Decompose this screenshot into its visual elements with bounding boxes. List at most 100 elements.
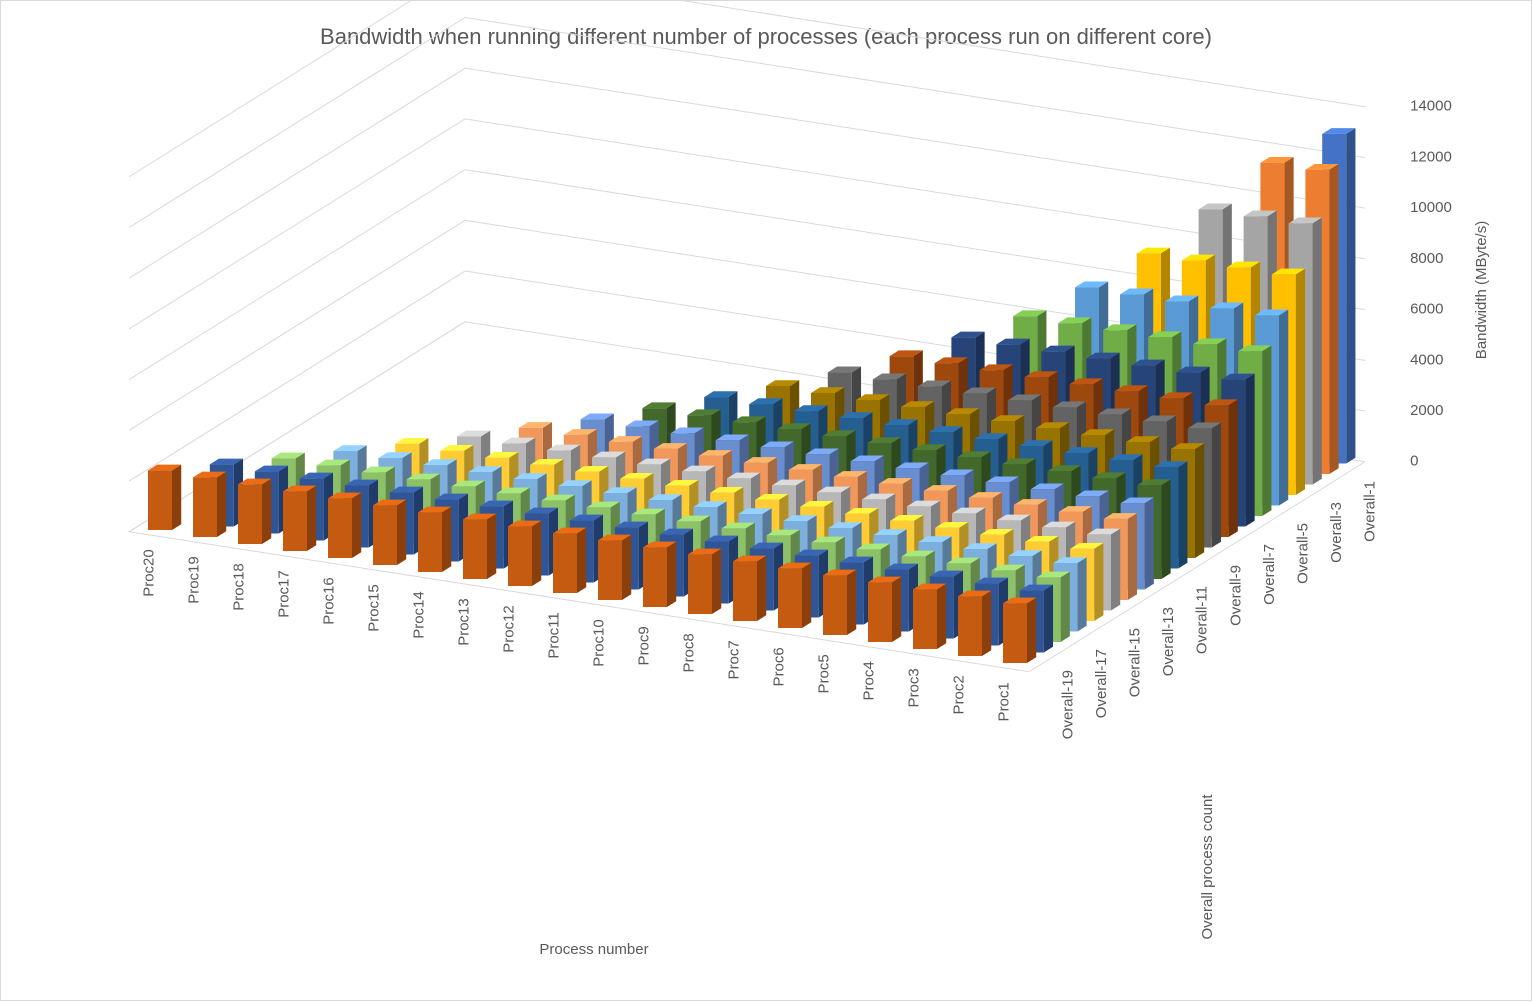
bar-top	[608, 436, 643, 442]
bar-top	[1114, 385, 1148, 392]
bar-top	[800, 500, 834, 507]
bar-top	[1193, 338, 1227, 345]
bar-front	[598, 540, 622, 600]
bar-top	[670, 427, 704, 434]
bar	[418, 506, 452, 572]
bar-top	[934, 357, 968, 364]
bar-side	[1178, 461, 1188, 569]
bar-top	[496, 487, 530, 494]
bar-top	[907, 500, 941, 507]
bar-side	[1161, 479, 1171, 579]
bar-top	[817, 486, 851, 493]
bar-front	[958, 596, 982, 656]
bar	[868, 576, 902, 642]
bar-top	[1075, 490, 1109, 497]
bar-top	[1103, 513, 1138, 519]
bar-side	[217, 471, 227, 537]
bar-top	[1120, 288, 1154, 295]
x-tick-label: Proc20	[141, 549, 158, 597]
bar-top	[502, 437, 536, 444]
x-tick-label: Proc8	[681, 633, 698, 672]
bar-top	[643, 541, 677, 548]
bar-top	[727, 472, 761, 479]
bar-top	[378, 452, 412, 459]
bar	[373, 499, 407, 565]
depth-tick-label: Overall-9	[1227, 565, 1244, 626]
bar-side	[442, 506, 452, 572]
bar-top	[1036, 422, 1070, 428]
bar-top	[457, 430, 491, 437]
bar-top	[766, 529, 800, 536]
bar-top	[715, 434, 749, 441]
bar-side	[1279, 309, 1289, 506]
bar-side	[667, 541, 677, 607]
bar-top	[895, 462, 929, 469]
y-tick-label: 2000	[1410, 402, 1443, 419]
bar-top	[946, 557, 980, 564]
bar-top	[1058, 506, 1093, 512]
bar-front	[238, 484, 262, 544]
bar-side	[1329, 163, 1339, 475]
bar-top	[1221, 373, 1255, 380]
bar-top	[1165, 295, 1199, 302]
bar-top	[271, 452, 305, 459]
x-tick-label: Proc13	[456, 598, 473, 646]
y-tick-label: 0	[1410, 453, 1418, 470]
bar-side	[1077, 557, 1087, 632]
bar-top	[958, 590, 992, 597]
bar-top	[822, 430, 856, 437]
bar-top	[1008, 550, 1042, 557]
bar-top	[468, 466, 502, 473]
y-tick-label: 4000	[1410, 351, 1443, 368]
bar-side	[802, 562, 812, 628]
bar-top	[316, 459, 350, 466]
bar-top	[996, 338, 1030, 345]
y-tick-label: 14000	[1410, 98, 1452, 115]
depth-axis-title: Overall process count	[1199, 794, 1216, 940]
bar-top	[1052, 401, 1087, 408]
bar	[643, 541, 677, 607]
bar-side	[622, 534, 632, 600]
x-tick-label: Proc11	[546, 612, 563, 658]
bar-top	[631, 508, 665, 515]
bar-top	[1003, 597, 1037, 604]
depth-tick-label: Overall-5	[1294, 523, 1311, 584]
bar-front	[913, 589, 937, 649]
bar-top	[788, 464, 823, 470]
bar-top	[1120, 497, 1154, 504]
x-tick-label: Proc1	[996, 682, 1013, 721]
bar-top	[1305, 163, 1339, 170]
bar-top	[209, 458, 244, 465]
bar-top	[1154, 461, 1188, 468]
bar-top	[395, 437, 429, 444]
bar-top	[1243, 210, 1277, 217]
grid-line	[128, 16, 1366, 228]
bar-top	[766, 380, 800, 386]
x-tick-label: Proc17	[276, 570, 293, 618]
bar-top	[1260, 156, 1294, 163]
bar-top	[962, 387, 997, 394]
bar-top	[1176, 366, 1210, 373]
bar-top	[598, 534, 632, 541]
bar	[463, 513, 497, 579]
bar-front	[148, 470, 172, 530]
bar-top	[1058, 317, 1092, 324]
bar-top	[1097, 408, 1132, 415]
bar-top	[889, 350, 923, 357]
bar-front	[283, 491, 307, 551]
bar-side	[1211, 422, 1222, 548]
bar-side	[712, 548, 722, 614]
bar-top	[513, 473, 547, 480]
bar-top	[637, 458, 671, 465]
x-tick-label: Proc5	[816, 654, 833, 693]
y-tick-label: 6000	[1410, 301, 1443, 318]
bar	[328, 492, 362, 558]
bar-front	[688, 554, 712, 614]
x-tick-label: Proc2	[951, 675, 968, 714]
bar-top	[974, 577, 1009, 584]
bar-side	[307, 485, 317, 551]
bar-side	[1295, 268, 1306, 495]
depth-tick-label: Overall-13	[1160, 607, 1177, 676]
bar-top	[845, 507, 879, 514]
depth-tick-label: Overall-1	[1362, 481, 1379, 542]
